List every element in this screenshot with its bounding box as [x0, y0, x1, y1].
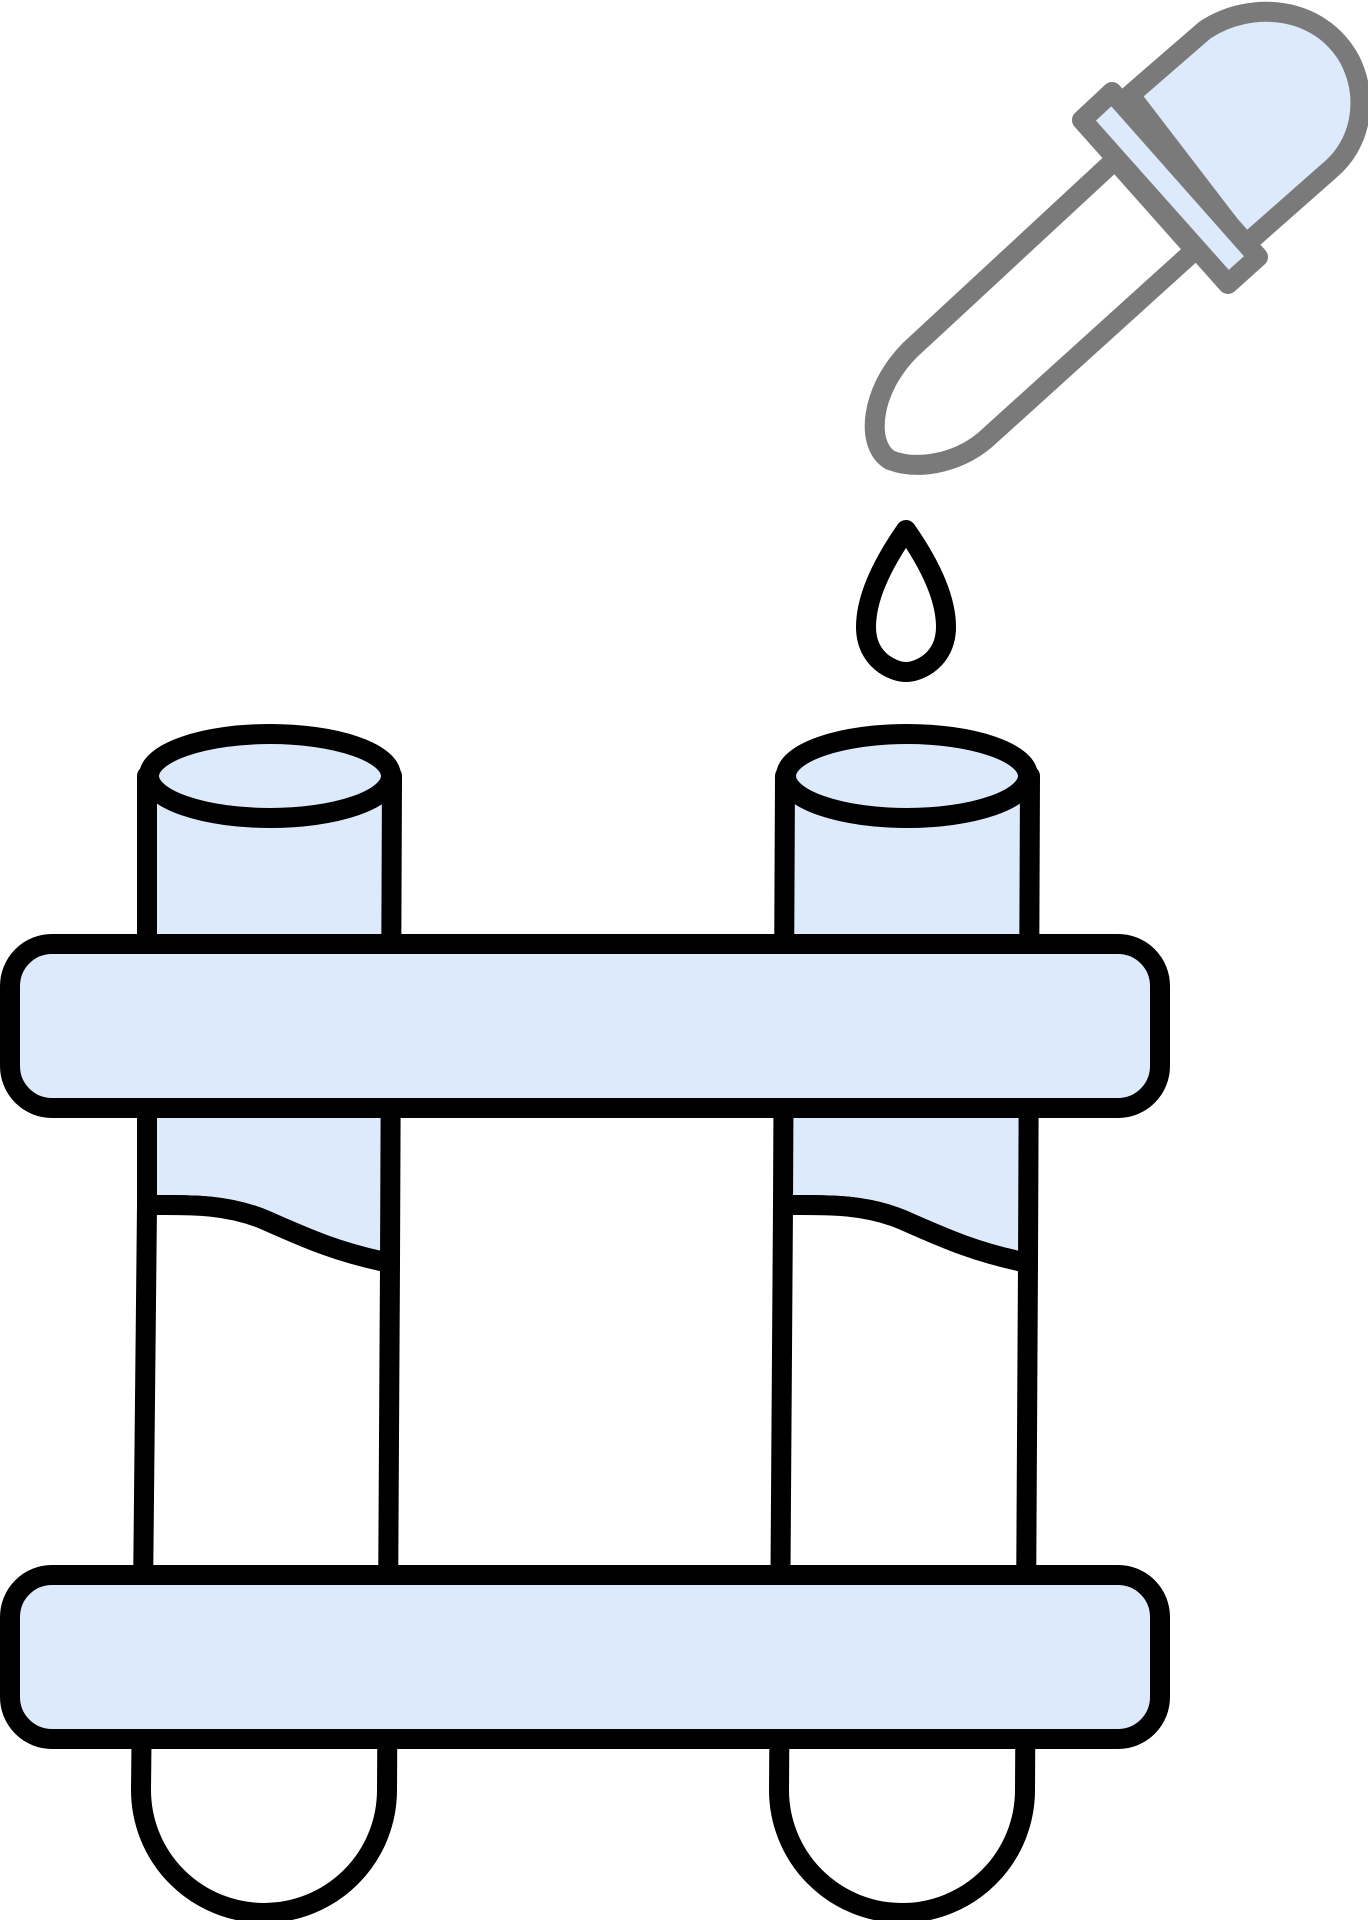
dropper-bulb — [1120, 1, 1368, 255]
dropper-icon — [864, 1, 1368, 475]
rack-bar-bottom — [0, 1565, 1170, 1749]
tube-glass — [131, 1194, 400, 1920]
tube-rim — [139, 724, 401, 828]
dropper-collar — [1072, 82, 1268, 294]
tube-rim — [776, 724, 1038, 828]
dropper-barrel — [864, 150, 1205, 475]
rack-bar-top — [0, 934, 1170, 1118]
tube-glass — [769, 1194, 1038, 1920]
drop-icon — [856, 520, 956, 682]
